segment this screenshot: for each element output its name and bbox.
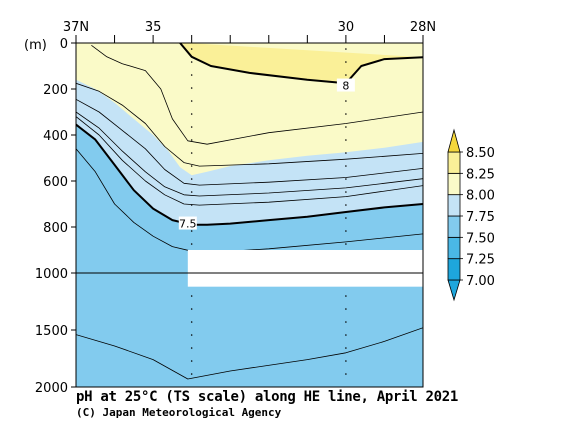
station-dot — [190, 360, 193, 362]
colorbar-overflow — [447, 128, 461, 153]
station-dot — [345, 74, 347, 76]
mask-rect — [187, 250, 423, 287]
station-dot — [345, 100, 347, 102]
contour-line-7.65 — [76, 116, 423, 206]
station-dot — [345, 360, 347, 362]
y-tick-label: 400 — [43, 129, 68, 144]
station-dot — [190, 308, 193, 310]
station-dot — [190, 74, 193, 76]
station-dot — [190, 61, 193, 63]
y-axis: 0 200 400 600 800 1000 1500 2000 — [35, 37, 76, 396]
station-dot — [345, 308, 347, 310]
colorbar-segment — [447, 258, 461, 281]
contour-label-bg — [336, 78, 355, 92]
x-tick-label: 30 — [338, 20, 355, 35]
station-dot — [190, 321, 193, 323]
y-tick-label: 600 — [43, 175, 68, 190]
station-dot — [345, 165, 347, 167]
colorbar-label: 7.00 — [466, 274, 495, 289]
contour-lines — [76, 43, 423, 380]
x-tick-label: 37N — [63, 20, 89, 35]
colorbar-segment — [447, 236, 461, 260]
station-dot — [345, 347, 347, 349]
station-dot — [345, 178, 347, 180]
y-tick-label: 2000 — [35, 381, 68, 396]
contour-line-7.4 — [76, 148, 423, 254]
station-dot — [345, 126, 347, 128]
contour-line-7.7 — [76, 111, 423, 197]
contour-line-7.35 — [76, 327, 423, 380]
station-dot — [190, 178, 193, 180]
colorbar-label: 8.00 — [466, 189, 495, 204]
station-dot — [190, 243, 193, 245]
contour-line-8 — [179, 43, 423, 85]
colorbar-label: 7.50 — [466, 231, 495, 246]
station-dot — [345, 204, 347, 206]
contour-label: 8 — [342, 80, 349, 93]
y-axis-unit: (m) — [24, 38, 47, 53]
y-tick-label: 0 — [60, 37, 68, 52]
x-tick-label: 28N — [410, 20, 436, 35]
contour-line-7.8 — [76, 98, 423, 186]
station-dot — [190, 139, 193, 141]
contour-label-bg — [178, 216, 197, 230]
colorbar-label: 8.50 — [466, 146, 495, 161]
x-tick-label: 35 — [145, 20, 162, 35]
station-dot — [190, 48, 193, 50]
colorbar-segment — [447, 151, 461, 174]
station-dot — [345, 334, 347, 336]
contour-line-7.85 — [76, 82, 423, 167]
station-dot — [190, 230, 193, 232]
station-dot — [190, 334, 193, 336]
station-dot — [345, 113, 347, 115]
plot-frame — [75, 42, 424, 388]
colorbar-label: 7.25 — [466, 253, 495, 268]
station-dot — [190, 373, 193, 375]
station-dot — [345, 152, 347, 154]
y-tick-label: 800 — [43, 221, 68, 236]
colorbar-label: 7.75 — [466, 210, 495, 225]
chart-title: pH at 25°C (TS scale) along HE line, Apr… — [76, 389, 459, 405]
y-tick-label: 1000 — [35, 267, 68, 282]
colorbar-underflow — [447, 279, 461, 302]
station-dot — [345, 139, 347, 141]
y-tick-label: 200 — [43, 83, 68, 98]
station-dot — [345, 217, 347, 219]
colorbar-segment — [447, 194, 461, 217]
missing-data-mask — [187, 250, 423, 287]
x-axis: 37N 35 30 28N — [63, 20, 436, 43]
station-dot — [190, 152, 193, 154]
colorbar-segment — [447, 215, 461, 238]
contour-labels: 87.5 — [178, 78, 355, 231]
station-dot — [190, 204, 193, 206]
station-dot — [345, 295, 347, 297]
station-dot — [345, 230, 347, 232]
station-dot — [345, 321, 347, 323]
station-dot — [190, 191, 193, 193]
y-tick-label: 1500 — [35, 324, 68, 339]
colorbar: 7.00 7.25 7.50 7.75 8.00 8.25 8.50 — [447, 128, 495, 302]
station-dot — [190, 126, 193, 128]
color-bands — [76, 43, 423, 387]
band-8.25-8.50 — [180, 43, 423, 84]
station-dot — [345, 191, 347, 193]
station-dot — [190, 165, 193, 167]
contour-label: 7.5 — [179, 218, 197, 231]
station-dot — [345, 243, 347, 245]
station-dot — [190, 113, 193, 115]
colorbar-label: 8.25 — [466, 167, 495, 182]
station-dot — [345, 373, 347, 375]
station-dot — [190, 100, 193, 102]
colorbar-segment — [447, 172, 461, 196]
credit-line: (C) Japan Meteorological Agency — [76, 406, 282, 419]
contour-line-7.9 — [91, 44, 423, 145]
station-dot — [345, 48, 347, 50]
plot-area — [76, 43, 423, 387]
station-dot — [345, 61, 347, 63]
station-dot — [190, 87, 193, 89]
station-dot — [190, 295, 193, 297]
contour-line-7.5 — [76, 123, 423, 226]
station-dot — [190, 347, 193, 349]
